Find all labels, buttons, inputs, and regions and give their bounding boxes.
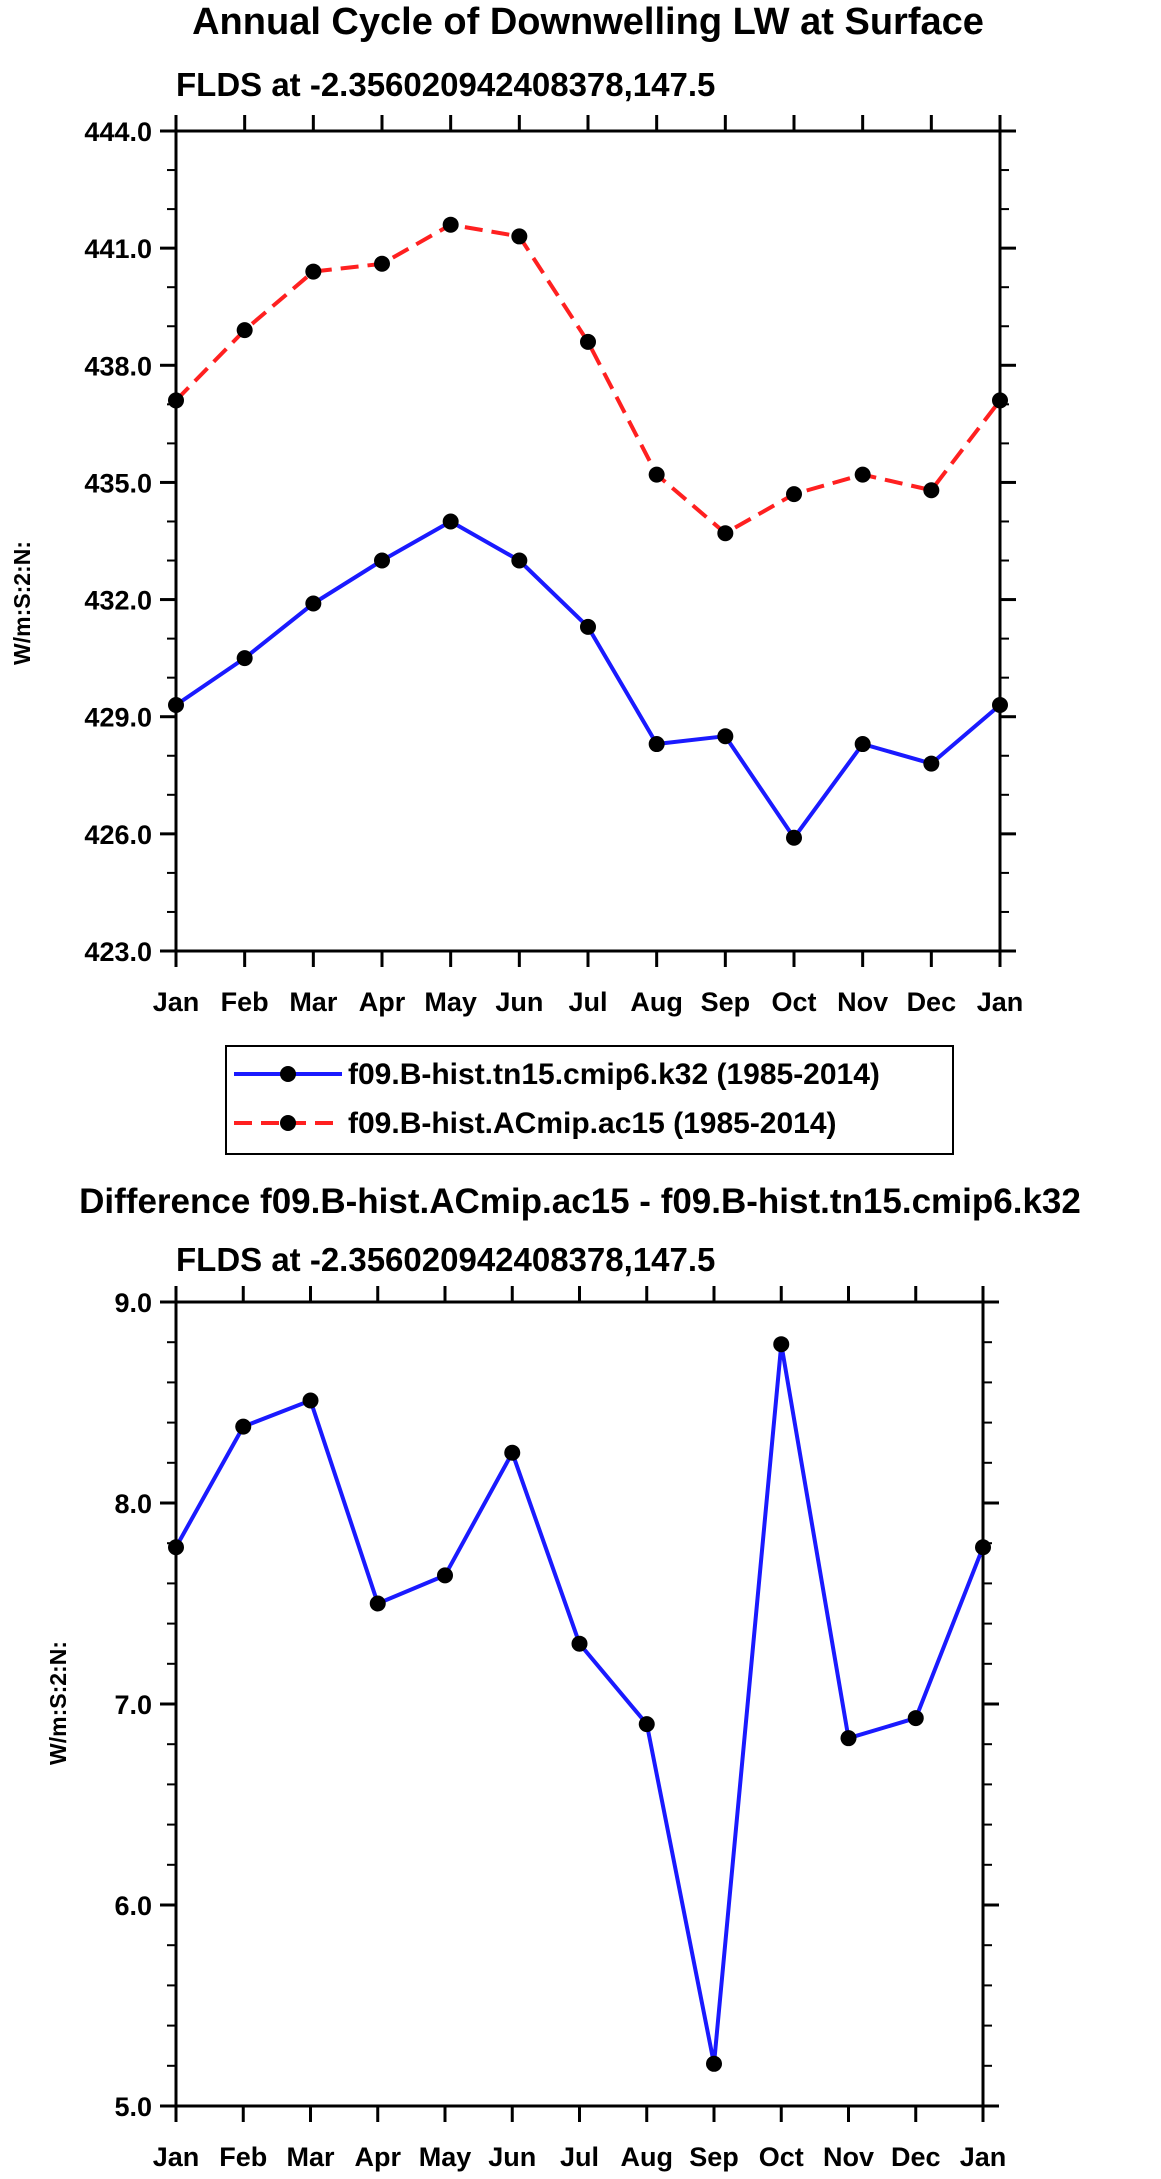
chart1-xtick-label: Jun [495, 987, 543, 1017]
chart1-ytick-label: 429.0 [84, 703, 152, 733]
legend-marker-series-2 [280, 1115, 296, 1131]
chart2-series-1-point [369, 1595, 386, 1612]
chart1-xtick-label: Jan [977, 987, 1024, 1017]
chart2-series-1-point [235, 1418, 252, 1435]
chart1-series-2-line [174, 222, 1002, 536]
chart2-xtick-label: Nov [823, 2142, 874, 2172]
chart1-xtick-label: May [424, 987, 477, 1017]
chart2-xtick-label: Jul [560, 2142, 599, 2172]
chart1-series-1-point [511, 552, 528, 569]
chart1-ytick-label: 438.0 [84, 351, 152, 381]
chart1-xtick-label: Sep [701, 987, 751, 1017]
chart1-xtick-label: Aug [630, 987, 682, 1017]
chart2-subtitle: FLDS at -2.356020942408378,147.5 [176, 1241, 715, 1278]
chart2-series-1-point [504, 1444, 521, 1461]
chart1-series-1-point [442, 513, 459, 530]
chart1-series-1-point [168, 697, 184, 713]
chart1-xtick-label: Dec [907, 987, 957, 1017]
chart1-series-1-point [786, 829, 802, 846]
chart2-frame [174, 1300, 985, 2108]
chart1-series-2-point [374, 255, 390, 272]
legend-box [225, 1045, 954, 1155]
chart1-ytick-label: 441.0 [84, 234, 152, 264]
chart2-series-1-point [302, 1392, 319, 1409]
chart1-series-1-point [374, 552, 390, 569]
chart1-series-2-point [580, 333, 596, 350]
chart2-ytick-label: 7.0 [114, 1690, 152, 1720]
chart2-xtick-label: Apr [355, 2142, 402, 2172]
chart2-series-1-point [773, 1336, 790, 1353]
chart1-title: Annual Cycle of Downwelling LW at Surfac… [192, 1, 984, 43]
chart1-series-1-point [854, 736, 871, 753]
chart2-xtick-label: Feb [219, 2142, 267, 2172]
chart2-xtick-label: Sep [689, 2142, 739, 2172]
legend-label-series-1: f09.B-hist.tn15.cmip6.k32 (1985-2014) [348, 1058, 880, 1091]
chart2-series-1-point [437, 1567, 453, 1584]
chart1-series-2-point [168, 392, 184, 409]
chart2-ytick-label: 5.0 [114, 2092, 152, 2122]
chart1-series-1-point [648, 736, 665, 753]
chart1-xtick-label: Oct [771, 987, 816, 1017]
chart1-series-2-point [511, 228, 528, 245]
chart1-series-1-point [580, 618, 596, 635]
chart1-series-2-point [442, 216, 459, 233]
chart1-xtick-label: Apr [359, 987, 406, 1017]
chart1-ytick-label: 432.0 [84, 586, 152, 616]
chart2-ytick-label: 9.0 [114, 1288, 152, 1318]
legend-label-series-2: f09.B-hist.ACmip.ac15 (1985-2014) [348, 1107, 837, 1140]
legend-marker-series-1 [280, 1066, 296, 1082]
chart2-xtick-label: Dec [891, 2142, 941, 2172]
chart1-series-2-point [854, 466, 871, 483]
chart1-series-2-point [923, 482, 940, 499]
chart2-xtick-label: Aug [621, 2142, 673, 2172]
chart1-series-1-line [174, 519, 1002, 840]
chart1-frame [174, 129, 1002, 953]
chart1-xtick-label: Jan [153, 987, 200, 1017]
chart2-series-1-line [174, 1342, 985, 2066]
chart1-series-2-point [992, 392, 1008, 409]
chart2-xtick-label: Mar [286, 2142, 335, 2172]
chart2-series-1-point [168, 1539, 184, 1556]
chart2-series-1-point [571, 1635, 588, 1652]
chart1-legend: f09.B-hist.tn15.cmip6.k32 (1985-2014) f0… [225, 1045, 954, 1155]
chart1-series-1-point [236, 650, 253, 667]
chart1-ytick-label: 444.0 [84, 117, 152, 147]
chart1-series-2-point [236, 322, 253, 339]
chart2-xtick-label: Jan [960, 2142, 1007, 2172]
chart1-subtitle: FLDS at -2.356020942408378,147.5 [176, 66, 715, 103]
chart1-plot: 423.0 426.0 429.0 432.0 435.0 438.0 441.0 444.0… [84, 115, 1023, 1017]
chart1-xtick-label: Mar [289, 987, 338, 1017]
chart2-series-1-point [638, 1716, 655, 1733]
chart1-series-1-point [923, 755, 940, 772]
chart1-ytick-label: 423.0 [84, 937, 152, 967]
chart1-series-1-point [717, 728, 734, 745]
chart2-xtick-label: Jan [153, 2142, 200, 2172]
chart2-series-1-point [840, 1730, 857, 1747]
chart2-ylabel: W/m:S:2:N: [45, 1641, 71, 1765]
chart2-xtick-label: May [419, 2142, 472, 2172]
chart1-series-2-point [717, 525, 734, 542]
chart1-series-2-point [648, 466, 665, 483]
chart1-ylabel: W/m:S:2:N: [9, 541, 35, 665]
chart2-ytick-label: 8.0 [114, 1489, 152, 1519]
chart1-xtick-label: Jul [568, 987, 607, 1017]
chart1-ytick-label: 426.0 [84, 820, 152, 850]
chart2-ytick-label: 6.0 [114, 1891, 152, 1921]
chart2-series-1-point [975, 1539, 991, 1556]
chart1-series-2-point [305, 263, 322, 280]
chart2-xtick-label: Oct [759, 2142, 804, 2172]
chart1-series-1-point [992, 697, 1008, 713]
chart1-series-2-point [786, 486, 802, 503]
chart1-ytick-label: 435.0 [84, 468, 152, 498]
chart2-series-1-point [907, 1710, 924, 1727]
chart2-series-1-point [706, 2055, 722, 2072]
chart1-xtick-label: Feb [221, 987, 269, 1017]
chart2-xtick-label: Jun [488, 2142, 536, 2172]
chart2-title: Difference f09.B-hist.ACmip.ac15 - f09.B… [79, 1182, 1081, 1221]
chart2-plot: 5.0 6.0 7.0 8.0 9.0 Jan Feb Mar Apr May Jun Jul Aug S… [114, 1286, 1006, 2172]
chart1-series-1-point [305, 595, 322, 612]
chart1-xtick-label: Nov [837, 987, 888, 1017]
